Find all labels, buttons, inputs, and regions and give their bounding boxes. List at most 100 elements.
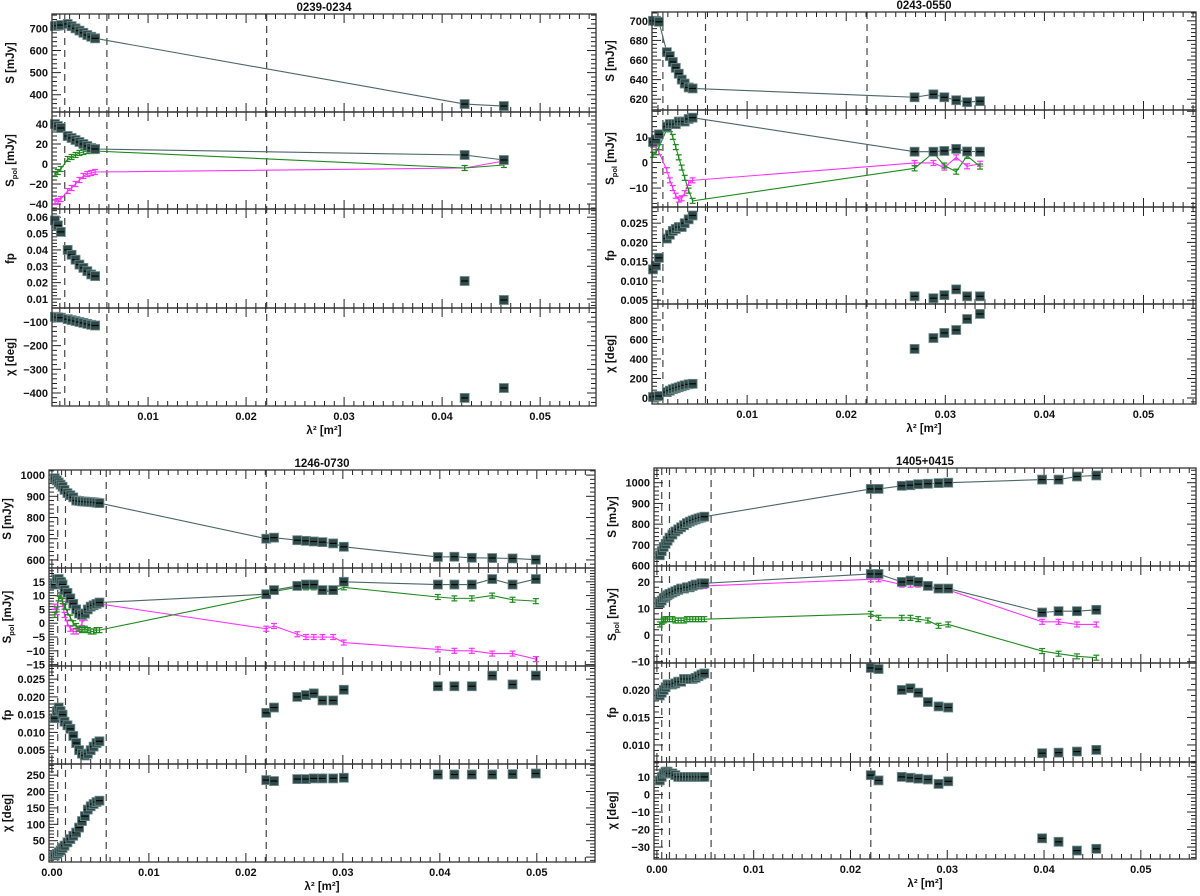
y-axis-label: S [mJy] bbox=[605, 40, 617, 82]
data-point-Q bbox=[689, 197, 696, 204]
data-point-S bbox=[687, 83, 698, 94]
data-point-Q bbox=[867, 610, 874, 617]
data-point-fp bbox=[328, 695, 339, 706]
data-point-U bbox=[340, 639, 347, 646]
data-point-U bbox=[532, 655, 539, 663]
y-tick-label: −100 bbox=[23, 317, 48, 329]
data-point-chi bbox=[94, 795, 105, 806]
series-line-P bbox=[54, 123, 504, 161]
data-point-Q bbox=[669, 133, 676, 140]
data-point-U bbox=[669, 184, 676, 192]
y-label-unit: [deg] bbox=[2, 794, 14, 825]
data-point-P bbox=[873, 569, 884, 579]
data-point-U bbox=[84, 170, 91, 178]
y-tick-label: 0.020 bbox=[620, 237, 648, 249]
data-point-P bbox=[913, 577, 924, 587]
data-point-fp bbox=[459, 276, 470, 286]
panel-1405+0415: 1405+0415 600 700 800 900 1000 S [mJy] −10 0 10 20… bbox=[607, 456, 1197, 890]
y-tick-label: 400 bbox=[30, 90, 48, 102]
data-point-U bbox=[319, 633, 326, 641]
data-point-chi bbox=[530, 768, 541, 779]
data-point-fp bbox=[90, 271, 101, 281]
data-point-U bbox=[663, 167, 670, 174]
y-axis-label: Spol [mJy] bbox=[607, 588, 621, 641]
panel-title: 0239-0234 bbox=[297, 2, 353, 14]
y-tick-label: 0.005 bbox=[620, 295, 648, 307]
y-tick-label: 0.015 bbox=[622, 712, 650, 724]
data-point-fp bbox=[466, 681, 477, 692]
data-point-fp bbox=[94, 736, 105, 747]
y-axis-label: S [mJy] bbox=[5, 42, 17, 84]
data-point-P bbox=[1037, 607, 1048, 618]
data-point-chi bbox=[896, 772, 907, 782]
data-point-P bbox=[1053, 606, 1064, 617]
data-point-chi bbox=[865, 770, 876, 781]
data-point-S bbox=[913, 479, 924, 490]
y-tick-label: 680 bbox=[630, 35, 648, 47]
subplot-frame bbox=[51, 13, 597, 113]
data-point-Q bbox=[84, 627, 91, 634]
y-label-main: χ bbox=[2, 825, 14, 832]
data-point-chi bbox=[338, 772, 349, 783]
data-point-fp bbox=[530, 670, 541, 681]
y-tick-label: 0 bbox=[39, 618, 45, 630]
subplot-frame bbox=[48, 763, 596, 863]
data-point-fp bbox=[1053, 747, 1064, 758]
y-tick-label: 0 bbox=[39, 852, 45, 864]
data-point-chi bbox=[943, 776, 954, 787]
data-point-fp bbox=[308, 688, 319, 699]
y-axis-label: Spol [mJy] bbox=[2, 590, 16, 643]
y-tick-label: −10 bbox=[631, 807, 650, 819]
data-point-Q bbox=[875, 614, 882, 621]
data-point-U bbox=[509, 650, 516, 657]
data-point-U bbox=[1093, 621, 1100, 628]
data-point-S bbox=[459, 99, 470, 109]
y-tick-label: 0.01 bbox=[27, 294, 48, 306]
panel-title: 1246-0730 bbox=[295, 458, 350, 470]
data-point-Q bbox=[64, 155, 71, 163]
subplot-frame bbox=[651, 109, 1197, 208]
y-tick-label: −40 bbox=[29, 199, 48, 211]
y-tick-label: −5 bbox=[32, 632, 45, 644]
x-tick-label: 0.05 bbox=[1130, 864, 1151, 876]
data-point-P bbox=[292, 581, 303, 591]
x-axis-label: λ² [m²] bbox=[907, 878, 942, 890]
data-point-chi bbox=[951, 325, 962, 335]
subplot-fractional-polarization: 0.005 0.010 0.015 0.020 0.025 fp bbox=[2, 665, 596, 765]
x-tick-label: 0.02 bbox=[235, 867, 256, 879]
subplot-total-intensity: 620 640 660 680 700 S [mJy] bbox=[605, 11, 1197, 111]
data-point-Q bbox=[68, 153, 75, 161]
data-point-P bbox=[459, 150, 470, 160]
y-label-main: χ bbox=[607, 822, 619, 829]
data-point-S bbox=[507, 553, 518, 564]
data-point-fp bbox=[507, 679, 518, 690]
series-line-S bbox=[54, 477, 536, 561]
x-axis-label: λ² [m²] bbox=[306, 425, 341, 437]
data-point-P bbox=[308, 579, 319, 590]
data-point-Q bbox=[489, 592, 496, 599]
data-point-Q bbox=[941, 162, 948, 169]
x-axis-label: λ² [m²] bbox=[304, 881, 339, 893]
data-point-P bbox=[923, 581, 933, 591]
data-point-U bbox=[270, 622, 277, 630]
data-point-S bbox=[328, 538, 339, 549]
data-point-Q bbox=[53, 606, 60, 613]
data-point-fp bbox=[699, 668, 710, 679]
subplot-polarized-intensity: −15 −10 −5 0 510 15 Spol [mJy] bbox=[2, 567, 596, 672]
y-label-unit: [deg] bbox=[5, 338, 17, 369]
data-point-Q bbox=[681, 174, 688, 181]
data-point-Q bbox=[434, 593, 441, 601]
data-point-S bbox=[873, 484, 884, 494]
data-point-fp bbox=[261, 707, 272, 718]
panel-title: 1405+0415 bbox=[896, 456, 954, 468]
data-point-P bbox=[317, 585, 328, 595]
y-label-main: S bbox=[5, 76, 17, 84]
data-point-P bbox=[1091, 604, 1102, 615]
data-point-fp bbox=[928, 293, 939, 304]
y-label-main: S bbox=[607, 633, 619, 641]
y-tick-label: 600 bbox=[630, 334, 648, 346]
x-tick-label: 0.02 bbox=[840, 864, 861, 876]
y-label-main: fp bbox=[607, 707, 619, 718]
data-point-Q bbox=[1093, 654, 1100, 661]
data-point-chi bbox=[962, 314, 973, 324]
